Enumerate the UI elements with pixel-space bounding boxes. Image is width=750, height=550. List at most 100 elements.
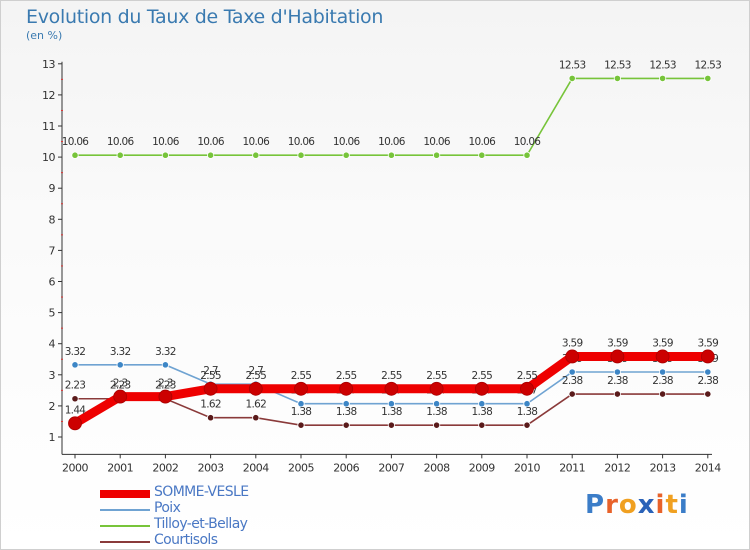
x-tick-label: 2011 <box>559 461 585 474</box>
x-tick-label: 2010 <box>514 461 540 474</box>
proxiti-logo: Proxiti <box>585 490 689 520</box>
y-tick-label: 3 <box>49 369 56 382</box>
x-tick-label: 2008 <box>424 461 450 474</box>
data-label: 1.38 <box>381 406 402 418</box>
data-point <box>523 151 531 159</box>
data-label: 10.06 <box>152 136 180 148</box>
data-point <box>387 151 395 159</box>
x-tick-label: 2002 <box>152 461 178 474</box>
y-tick-label: 13 <box>42 58 55 71</box>
x-tick-label: 2005 <box>288 461 314 474</box>
data-label: 10.06 <box>107 136 135 148</box>
x-tick-label: 2001 <box>107 461 133 474</box>
data-point <box>252 151 260 159</box>
data-label: 1.38 <box>517 406 538 418</box>
y-tick-label: 4 <box>49 338 56 351</box>
x-tick-label: 2014 <box>695 461 721 474</box>
data-point <box>520 381 534 396</box>
x-tick-label: 2007 <box>378 461 404 474</box>
data-point <box>161 361 169 369</box>
data-point <box>568 368 576 376</box>
data-point <box>116 151 124 159</box>
data-point <box>207 151 215 159</box>
data-point <box>478 421 486 429</box>
y-tick-label: 6 <box>49 276 56 289</box>
data-label: 3.32 <box>65 346 86 358</box>
legend-label: Courtisols <box>154 532 218 548</box>
data-label: 12.53 <box>559 59 586 71</box>
data-point <box>565 349 580 364</box>
data-point <box>568 390 576 398</box>
data-point <box>474 381 489 396</box>
data-label: 2.55 <box>426 370 447 382</box>
y-tick-label: 12 <box>42 89 55 102</box>
data-label: 2.23 <box>155 380 176 392</box>
y-tick-label: 11 <box>42 120 55 133</box>
x-tick-label: 2012 <box>604 461 630 474</box>
x-tick-label: 2004 <box>243 461 269 474</box>
data-point <box>297 421 305 429</box>
legend-swatch <box>100 509 150 511</box>
logo-letter: r <box>605 490 619 520</box>
data-label: 10.06 <box>378 136 406 148</box>
data-point <box>71 395 79 403</box>
data-point <box>432 151 441 159</box>
data-point <box>158 389 173 404</box>
legend-label: SOMME-VESLE <box>154 484 249 500</box>
logo-letter: x <box>637 490 656 520</box>
data-point <box>658 368 667 376</box>
data-point <box>658 390 667 398</box>
data-point <box>478 151 486 159</box>
data-point <box>704 390 712 398</box>
data-point <box>203 381 218 396</box>
data-label: 3.59 <box>652 337 673 349</box>
data-label: 2.38 <box>652 375 673 387</box>
data-point <box>704 74 712 83</box>
y-tick-label: 1 <box>49 431 56 444</box>
data-label: 1.44 <box>65 404 87 416</box>
y-tick-label: 7 <box>49 244 56 257</box>
data-label: 10.06 <box>197 136 225 148</box>
data-label: 10.06 <box>423 136 451 148</box>
x-tick-label: 2006 <box>333 461 359 474</box>
data-point <box>252 414 260 422</box>
data-label: 10.06 <box>514 136 542 148</box>
data-label: 2.55 <box>381 370 402 382</box>
data-point <box>339 381 354 396</box>
data-point <box>704 368 712 376</box>
y-tick-label: 2 <box>49 400 56 413</box>
data-label: 1.38 <box>472 406 493 418</box>
data-point <box>71 361 79 369</box>
x-tick-label: 2003 <box>198 461 224 474</box>
data-label: 3.59 <box>607 337 628 349</box>
data-point <box>207 414 215 422</box>
data-label: 1.38 <box>336 406 357 418</box>
legend-swatch <box>100 525 150 527</box>
data-point <box>297 151 305 159</box>
data-label: 2.3 <box>113 378 128 390</box>
x-tick-label: 2013 <box>650 461 676 474</box>
data-point <box>613 390 622 398</box>
data-point <box>342 400 350 408</box>
data-point <box>655 349 670 364</box>
data-point <box>387 400 395 408</box>
logo-letter: t <box>665 490 679 520</box>
y-tick-label: 10 <box>42 151 55 164</box>
data-point <box>161 151 169 159</box>
data-label: 2.55 <box>291 370 312 382</box>
data-point <box>342 421 350 429</box>
data-label: 3.32 <box>110 346 131 358</box>
data-point <box>297 400 305 408</box>
data-point <box>71 151 79 159</box>
data-point <box>610 349 625 364</box>
data-point <box>68 416 82 431</box>
logo-letter: P <box>585 490 606 520</box>
data-point <box>342 151 350 159</box>
y-tick-label: 8 <box>49 213 56 226</box>
legend-label: Tilloy-et-Bellay <box>154 516 248 532</box>
data-point <box>387 421 395 429</box>
data-point <box>700 349 715 364</box>
data-label: 10.06 <box>469 136 497 148</box>
data-label: 2.38 <box>562 375 583 387</box>
